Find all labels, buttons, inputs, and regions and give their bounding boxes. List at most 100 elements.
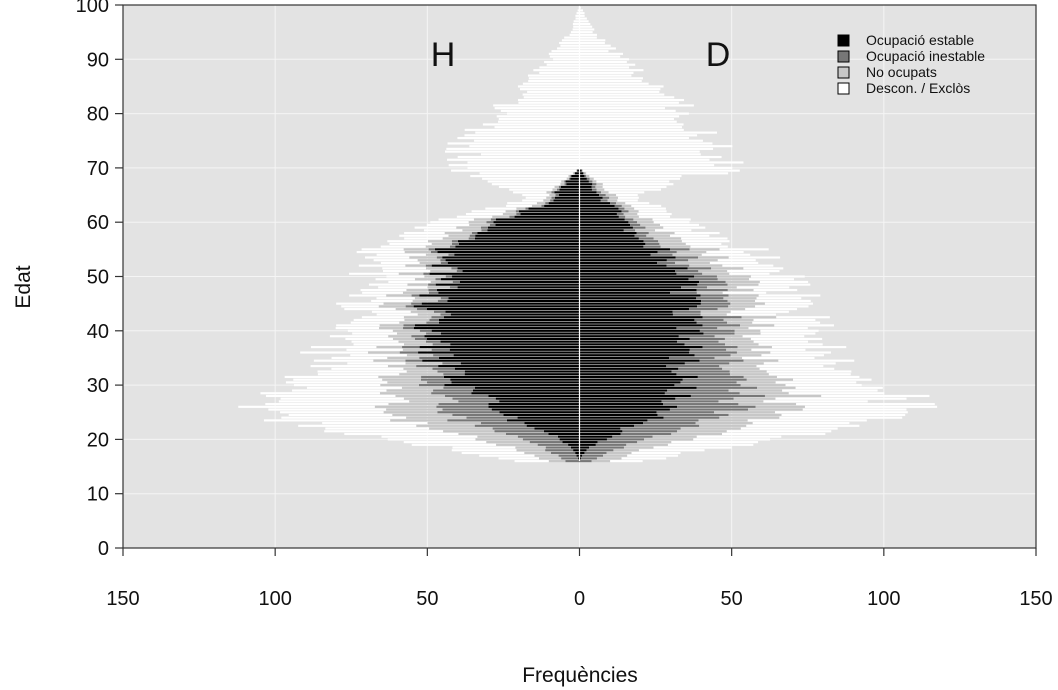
bar-H-descon-876: [446, 147, 580, 150]
bar-H-descon-201: [260, 392, 380, 395]
bar-H-stable-222: [444, 384, 580, 387]
bar-H-noocup-200: [379, 392, 432, 395]
bar-H-unstable-311: [433, 354, 454, 357]
bar-D-noocup-620: [676, 251, 707, 254]
bar-H-descon-425: [361, 316, 404, 319]
bar-D-descon-269: [766, 370, 852, 373]
bar-H-descon-950: [557, 47, 580, 50]
bar-D-unstable-275: [678, 367, 723, 370]
bar-D-descon-445: [730, 310, 789, 313]
bar-H-stable-270: [454, 367, 580, 370]
bar-H-noocup-1: [548, 460, 566, 463]
bar-D-descon-61: [671, 441, 759, 444]
bar-H-stable-430: [450, 313, 580, 316]
bar-D-stable-346: [579, 343, 685, 346]
bar-D-descon-101: [740, 427, 838, 430]
bar-H-descon-737: [471, 210, 506, 213]
bar-D-descon-853: [586, 172, 729, 175]
bar-D-unstable-27: [584, 451, 607, 455]
bar-H-noocup-544: [424, 275, 446, 278]
bar-H-noocup-256: [399, 373, 444, 376]
y-tick-label-0: 0: [98, 538, 109, 560]
bar-H-descon-289: [347, 362, 406, 365]
bar-D-stable-234: [579, 381, 681, 384]
bar-D-noocup-52: [626, 443, 668, 446]
bar-H-noocup-848: [572, 172, 575, 175]
bar-D-unstable-251: [697, 375, 744, 379]
bar-D-descon-829: [596, 180, 670, 183]
bar-H-noocup-416: [404, 318, 430, 321]
bar-D-stable-210: [579, 389, 668, 392]
bar-H-unstable-247: [421, 375, 444, 379]
bar-H-unstable-87: [494, 430, 544, 433]
bar-H-noocup-136: [392, 413, 453, 417]
bar-H-noocup-32: [516, 449, 546, 452]
bar-D-noocup-164: [755, 405, 805, 408]
bar-H-noocup-440: [410, 310, 434, 313]
bar-H-noocup-568: [426, 267, 452, 270]
bar-H-noocup-816: [560, 183, 565, 186]
bar-D-stable-738: [579, 210, 622, 213]
bar-H-descon-89: [324, 430, 444, 433]
bar-H-unstable-639: [451, 242, 459, 245]
bar-H-descon-960: [569, 33, 580, 36]
bar-H-stable-102: [526, 424, 580, 427]
bar-D-noocup-788: [605, 193, 617, 197]
bar-H-unstable-695: [489, 223, 496, 226]
bar-H-noocup-168: [388, 403, 439, 406]
bar-D-descon-863: [579, 166, 733, 169]
bar-H-stable-22: [575, 451, 580, 455]
bar-H-stable-262: [464, 370, 580, 373]
bar-D-noocup-276: [722, 367, 760, 370]
bar-D-descon-927: [579, 79, 642, 83]
bar-D-noocup-540: [717, 278, 750, 281]
bar-H-unstable-47: [537, 443, 569, 446]
bar-D-descon-13: [621, 457, 667, 460]
bar-D-stable-482: [579, 297, 697, 300]
bar-D-noocup-420: [723, 318, 754, 321]
bar-H-unstable-519: [428, 283, 436, 286]
bar-H-descon-974: [575, 14, 580, 17]
bar-H-stable-158: [488, 405, 580, 408]
bar-H-noocup-808: [554, 185, 559, 188]
bar-D-unstable-523: [697, 283, 728, 286]
bar-H-stable-534: [440, 278, 580, 281]
bar-D-unstable-67: [606, 438, 645, 441]
bar-H-unstable-279: [416, 365, 439, 368]
bar-D-stable-330: [579, 348, 690, 351]
bar-H-descon-665: [399, 234, 449, 237]
bar-D-descon-913: [579, 98, 685, 102]
bar-D-stable-186: [579, 397, 676, 400]
bar-D-unstable-755: [614, 204, 622, 207]
bar-H-unstable-823: [564, 180, 566, 183]
bar-H-unstable-223: [418, 384, 445, 387]
bar-D-descon-549: [750, 275, 805, 278]
bar-D-noocup-308: [714, 356, 743, 360]
bar-H-unstable-455: [405, 305, 414, 308]
bar-H-descon-2: [514, 460, 549, 463]
bar-H-noocup-664: [448, 234, 470, 237]
bar-H-noocup-352: [398, 340, 426, 343]
bar-D-stable-258: [579, 373, 677, 376]
bar-D-unstable-243: [682, 378, 747, 381]
bar-D-descon-461: [755, 305, 809, 308]
bar-D-descon-477: [755, 299, 811, 302]
bar-D-unstable-843: [584, 174, 587, 178]
bar-D-stable-714: [579, 218, 625, 221]
bar-H-unstable-431: [440, 313, 451, 316]
bar-H-noocup-720: [492, 215, 510, 218]
bar-D-noocup-412: [727, 321, 753, 324]
bar-H-unstable-23: [551, 451, 576, 455]
bar-H-descon-978: [577, 9, 580, 12]
bar-D-descon-325: [770, 351, 831, 354]
legend-swatch-1: [837, 50, 850, 63]
bar-D-descon-765: [625, 202, 650, 205]
bar-H-unstable-783: [555, 193, 559, 197]
bar-D-noocup-676: [648, 232, 675, 235]
bar-H-descon-874: [444, 150, 580, 153]
bar-H-descon-481: [376, 297, 415, 300]
bar-H-descon-761: [507, 202, 537, 205]
bar-D-unstable-747: [618, 207, 625, 210]
bar-D-unstable-123: [647, 419, 699, 422]
bar-D-unstable-459: [697, 305, 729, 308]
